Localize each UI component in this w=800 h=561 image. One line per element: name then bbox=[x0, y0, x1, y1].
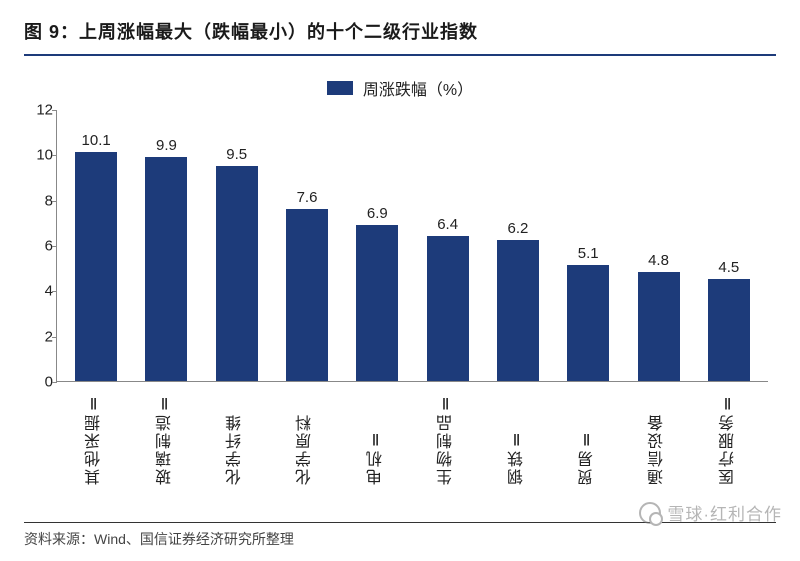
x-label: 化学原料 bbox=[276, 392, 336, 485]
bar-value-label: 10.1 bbox=[82, 132, 111, 149]
x-label-text: 通信设备 bbox=[646, 392, 670, 485]
x-label: 化学纤维 bbox=[206, 392, 266, 485]
legend: 周涨跌幅（%） bbox=[24, 76, 776, 100]
y-tick-label: 12 bbox=[29, 102, 53, 119]
x-label: 电机Ⅱ bbox=[347, 392, 407, 485]
bar-wrap: 10.1 bbox=[66, 132, 126, 381]
y-tick-label: 2 bbox=[29, 328, 53, 345]
figure-container: 图 9： 上周涨幅最大（跌幅最小）的十个二级行业指数 周涨跌幅（%） 0 2 4 6 8… bbox=[0, 0, 800, 561]
legend-label: 周涨跌幅（%） bbox=[363, 76, 473, 100]
x-label: 贸易Ⅱ bbox=[558, 392, 618, 485]
x-label-text: 生物制品Ⅱ bbox=[435, 392, 459, 485]
bar-wrap: 5.1 bbox=[558, 245, 618, 381]
bar bbox=[638, 272, 680, 381]
bars-group: 10.1 9.9 9.5 7.6 6.9 6.4 6.2 5.1 4.8 4.5 bbox=[57, 110, 768, 381]
y-tick-label: 0 bbox=[29, 374, 53, 391]
x-label-text: 化学原料 bbox=[294, 392, 318, 485]
x-label: 生物制品Ⅱ bbox=[417, 392, 477, 485]
x-label-text: 贸易Ⅱ bbox=[576, 392, 600, 485]
bottom-rule: 资料来源：Wind、国信证券经济研究所整理 bbox=[24, 522, 776, 549]
title-row: 图 9： 上周涨幅最大（跌幅最小）的十个二级行业指数 bbox=[24, 18, 776, 56]
legend-swatch bbox=[327, 81, 353, 95]
x-label-text: 其他采掘Ⅱ bbox=[83, 392, 107, 485]
bar bbox=[497, 240, 539, 381]
bar-wrap: 7.6 bbox=[277, 189, 337, 381]
x-label: 医疗服务Ⅱ bbox=[699, 392, 759, 485]
bar-value-label: 6.9 bbox=[367, 205, 388, 222]
y-tick-mark bbox=[52, 382, 57, 383]
bar-value-label: 7.6 bbox=[297, 189, 318, 206]
bar-wrap: 6.9 bbox=[347, 205, 407, 381]
bar bbox=[427, 236, 469, 381]
bar bbox=[216, 166, 258, 381]
bar bbox=[286, 209, 328, 381]
y-tick-label: 6 bbox=[29, 238, 53, 255]
bar-value-label: 6.4 bbox=[437, 216, 458, 233]
bar bbox=[145, 157, 187, 381]
x-label-text: 玻璃制造Ⅱ bbox=[154, 392, 178, 485]
bar-value-label: 9.9 bbox=[156, 137, 177, 154]
bar-wrap: 6.4 bbox=[418, 216, 478, 381]
bar-wrap: 4.5 bbox=[699, 259, 759, 381]
bar-value-label: 6.2 bbox=[507, 220, 528, 237]
x-label: 玻璃制造Ⅱ bbox=[136, 392, 196, 485]
bar bbox=[75, 152, 117, 381]
chart-area: 024681012 10.19.99.57.66.96.46.25.14.84.… bbox=[56, 110, 768, 516]
bar bbox=[708, 279, 750, 381]
x-label-text: 电机Ⅱ bbox=[365, 392, 389, 485]
bar-wrap: 6.2 bbox=[488, 220, 548, 381]
figure-title: 上周涨幅最大（跌幅最小）的十个二级行业指数 bbox=[79, 18, 478, 44]
x-label-text: 化学纤维 bbox=[224, 392, 248, 485]
x-axis-labels: 其他采掘Ⅱ 玻璃制造Ⅱ 化学纤维 化学原料 电机Ⅱ 生物制品Ⅱ 钢铁Ⅱ 贸易Ⅱ 通信设备 医疗服务… bbox=[56, 392, 768, 485]
bar-wrap: 9.9 bbox=[136, 137, 196, 381]
x-label: 钢铁Ⅱ bbox=[488, 392, 548, 485]
plot-region: 024681012 10.19.99.57.66.96.46.25.14.84.… bbox=[56, 110, 768, 382]
bar-wrap: 4.8 bbox=[629, 252, 689, 381]
bar-value-label: 9.5 bbox=[226, 146, 247, 163]
bar-wrap: 9.5 bbox=[207, 146, 267, 381]
y-tick-label: 8 bbox=[29, 192, 53, 209]
x-label: 通信设备 bbox=[628, 392, 688, 485]
bar bbox=[567, 265, 609, 381]
x-label-text: 医疗服务Ⅱ bbox=[717, 392, 741, 485]
bar-value-label: 4.5 bbox=[718, 259, 739, 276]
figure-number: 图 9： bbox=[24, 18, 79, 44]
bar bbox=[356, 225, 398, 381]
x-label: 其他采掘Ⅱ bbox=[65, 392, 125, 485]
bar-value-label: 5.1 bbox=[578, 245, 599, 262]
x-label-text: 钢铁Ⅱ bbox=[506, 392, 530, 485]
y-tick-label: 4 bbox=[29, 283, 53, 300]
bar-value-label: 4.8 bbox=[648, 252, 669, 269]
y-tick-label: 10 bbox=[29, 147, 53, 164]
source-text: 资料来源：Wind、国信证券经济研究所整理 bbox=[24, 529, 776, 549]
